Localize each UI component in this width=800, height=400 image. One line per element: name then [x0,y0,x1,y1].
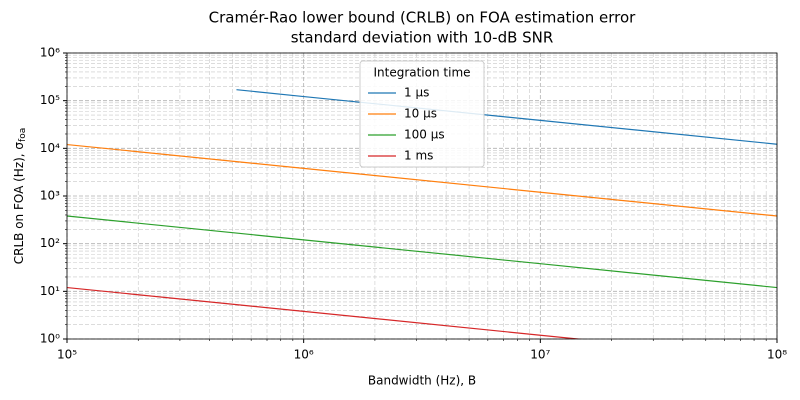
y-axis-label: CRLB on FOA (Hz), σfoa [12,128,28,265]
x-tick-label: 10⁷ [530,348,550,362]
y-tick-label: 10⁶ [40,46,60,60]
y-axis-label-sub: foa [18,128,28,142]
legend-box [359,60,485,168]
series-line [67,286,584,339]
series-line [67,143,777,217]
legend-label: 1 μs [404,86,429,100]
x-axis-label: Bandwidth (Hz), B [368,374,476,388]
y-tick-label: 10⁰ [40,332,60,346]
plot-frame [66,52,778,340]
x-tick-label: 10⁵ [57,348,77,362]
legend-title: Integration time [373,66,470,80]
y-tick-label: 10³ [40,189,60,203]
y-axis-label-main: CRLB on FOA (Hz), σ [12,142,26,265]
y-tick-label: 10⁴ [40,141,60,155]
chart-title: standard deviation with 10-dB SNR [291,29,554,47]
legend-label: 1 ms [404,149,433,163]
x-tick-label: 10⁶ [294,348,314,362]
legend-label: 10 μs [404,107,437,121]
y-tick-label: 10² [40,236,60,250]
y-tick-label: 10¹ [40,284,60,298]
chart-title: Cramér-Rao lower bound (CRLB) on FOA est… [209,9,637,27]
legend-label: 100 μs [404,128,445,142]
y-tick-label: 10⁵ [40,93,60,107]
legend: Integration time 1 μs 10 μs 100 μs 1 ms [359,60,485,168]
series-line [67,215,777,289]
x-tick-label: 10⁸ [767,348,787,362]
series-line [236,89,777,145]
